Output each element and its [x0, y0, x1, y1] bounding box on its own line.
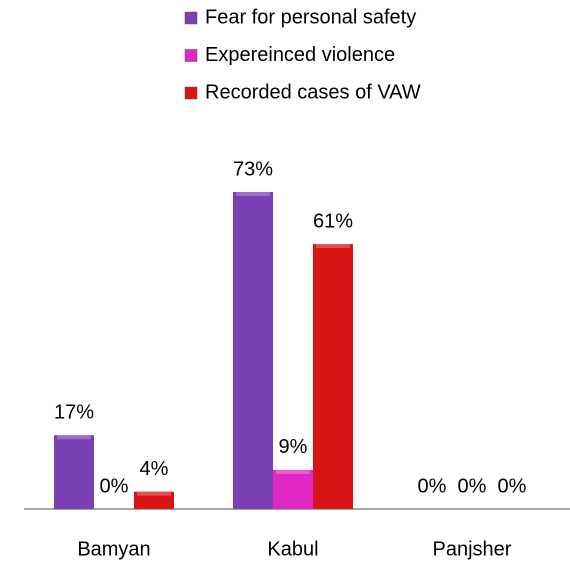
bar-cap [137, 491, 171, 496]
bar [233, 192, 273, 509]
data-label: 0% [458, 475, 487, 497]
bar [54, 435, 94, 509]
data-label: 9% [279, 436, 308, 458]
x-tick-label: Bamyan [77, 538, 150, 560]
data-label: 0% [418, 475, 447, 497]
legend-swatch [184, 11, 198, 25]
data-label: 0% [100, 475, 129, 497]
bar [273, 469, 313, 509]
x-tick-label: Kabul [267, 538, 318, 560]
data-label: 0% [498, 475, 527, 497]
bar-cap [236, 192, 270, 196]
bar-cap [276, 469, 310, 474]
legend-label: Recorded cases of VAW [205, 81, 421, 103]
x-tick-label: Panjsher [433, 538, 512, 560]
legend-label: Fear for personal safety [205, 6, 416, 28]
legend-swatch [184, 49, 198, 62]
legend-swatch [184, 86, 198, 100]
bar [134, 491, 174, 509]
bar-cap [57, 435, 91, 440]
data-label: 17% [54, 401, 94, 423]
legend-label: Expereinced violence [205, 44, 395, 66]
data-label: 4% [140, 458, 169, 480]
data-label: 61% [313, 210, 353, 232]
data-label: 73% [233, 158, 273, 180]
bar [313, 244, 353, 509]
bar-cap [316, 244, 350, 249]
